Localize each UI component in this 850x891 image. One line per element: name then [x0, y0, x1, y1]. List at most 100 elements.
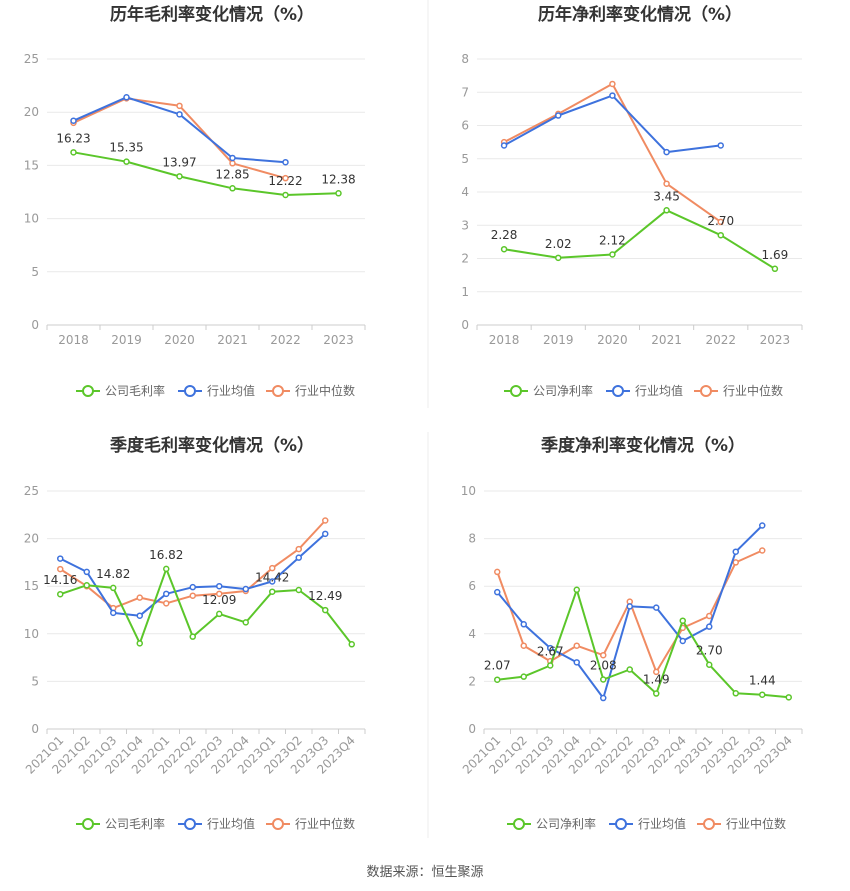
data-point[interactable] [70, 117, 77, 124]
data-point[interactable] [717, 231, 724, 239]
legend-item[interactable]: 行业中位数 [266, 816, 355, 831]
data-point[interactable] [717, 142, 724, 149]
data-point[interactable] [322, 530, 329, 538]
data-point[interactable] [663, 207, 670, 214]
data-point[interactable] [83, 581, 90, 589]
data-point[interactable] [520, 642, 527, 649]
data-point[interactable] [785, 694, 792, 701]
data-point[interactable] [216, 582, 223, 590]
data-point[interactable] [269, 588, 276, 595]
data-point[interactable] [600, 694, 607, 702]
data-point[interactable] [216, 590, 223, 598]
data-point[interactable] [600, 676, 607, 683]
data-point[interactable] [242, 585, 249, 593]
data-point[interactable] [706, 612, 713, 620]
data-point[interactable] [500, 142, 508, 149]
data-point[interactable] [494, 568, 501, 576]
data-point[interactable] [706, 623, 713, 630]
data-point[interactable] [759, 522, 766, 529]
data-point[interactable] [626, 603, 633, 610]
data-point[interactable] [216, 610, 223, 618]
legend-item[interactable]: 行业均值 [606, 383, 683, 398]
data-point[interactable] [547, 644, 554, 652]
legend-item[interactable]: 行业均值 [178, 816, 255, 831]
data-point[interactable] [229, 160, 236, 167]
data-point[interactable] [732, 548, 739, 555]
data-point[interactable] [609, 80, 616, 88]
data-point[interactable] [555, 254, 562, 262]
data-point[interactable] [679, 637, 686, 645]
data-point[interactable] [57, 565, 64, 573]
data-point[interactable] [322, 517, 329, 524]
data-point[interactable] [229, 185, 236, 192]
data-point[interactable] [573, 586, 580, 594]
data-point[interactable] [573, 659, 580, 666]
data-point[interactable] [663, 180, 670, 187]
data-point[interactable] [679, 617, 686, 624]
data-point[interactable] [163, 600, 170, 607]
data-point[interactable] [242, 619, 249, 626]
data-point[interactable] [706, 661, 713, 668]
data-point[interactable] [520, 673, 527, 680]
data-point[interactable] [136, 612, 143, 619]
data-point[interactable] [653, 604, 660, 611]
data-point[interactable] [520, 621, 527, 628]
data-point[interactable] [110, 584, 117, 592]
data-point[interactable] [123, 158, 130, 165]
data-point[interactable] [110, 609, 117, 617]
legend-item[interactable]: 行业均值 [609, 816, 686, 831]
data-point[interactable] [609, 251, 616, 258]
data-point[interactable] [609, 92, 616, 99]
data-point[interactable] [136, 594, 143, 601]
data-point[interactable] [573, 642, 580, 649]
data-point[interactable] [494, 588, 501, 596]
data-point[interactable] [335, 190, 342, 197]
data-point[interactable] [653, 690, 660, 697]
data-point[interactable] [653, 668, 660, 676]
legend-item[interactable]: 行业中位数 [697, 816, 786, 831]
data-point[interactable] [176, 111, 183, 118]
data-point[interactable] [163, 590, 170, 598]
data-point[interactable] [123, 94, 130, 101]
legend-item[interactable]: 公司毛利率 [76, 383, 165, 398]
legend-item[interactable]: 行业中位数 [694, 383, 783, 398]
data-point[interactable] [269, 564, 276, 572]
data-point[interactable] [494, 676, 501, 683]
data-point[interactable] [282, 191, 289, 199]
legend-item[interactable]: 公司毛利率 [76, 816, 165, 831]
data-point[interactable] [136, 640, 143, 647]
legend-item[interactable]: 行业均值 [178, 383, 255, 398]
data-point[interactable] [282, 174, 289, 182]
data-point[interactable] [759, 691, 766, 698]
data-point[interactable] [663, 148, 670, 156]
data-point[interactable] [229, 154, 236, 162]
data-point[interactable] [269, 578, 276, 585]
data-point[interactable] [771, 265, 779, 273]
data-point[interactable] [70, 149, 77, 156]
data-point[interactable] [732, 559, 739, 566]
data-point[interactable] [176, 173, 183, 180]
data-point[interactable] [189, 583, 196, 591]
data-point[interactable] [176, 102, 183, 110]
data-point[interactable] [626, 666, 633, 673]
data-point[interactable] [57, 590, 64, 598]
data-point[interactable] [295, 554, 302, 561]
data-point[interactable] [555, 112, 562, 119]
data-point[interactable] [282, 158, 289, 166]
data-point[interactable] [163, 565, 170, 573]
data-point[interactable] [500, 245, 508, 253]
data-point[interactable] [717, 218, 724, 226]
data-point[interactable] [759, 547, 766, 554]
data-point[interactable] [295, 545, 302, 553]
data-point[interactable] [600, 651, 607, 659]
data-point[interactable] [83, 568, 90, 576]
data-point[interactable] [189, 633, 196, 640]
legend-item[interactable]: 公司净利率 [507, 816, 596, 831]
legend-item[interactable]: 行业中位数 [266, 383, 355, 398]
data-point[interactable] [322, 606, 329, 614]
legend-item[interactable]: 公司净利率 [504, 383, 593, 398]
data-point[interactable] [348, 641, 355, 648]
data-point[interactable] [547, 662, 554, 669]
data-point[interactable] [732, 690, 739, 697]
data-point[interactable] [57, 555, 64, 562]
